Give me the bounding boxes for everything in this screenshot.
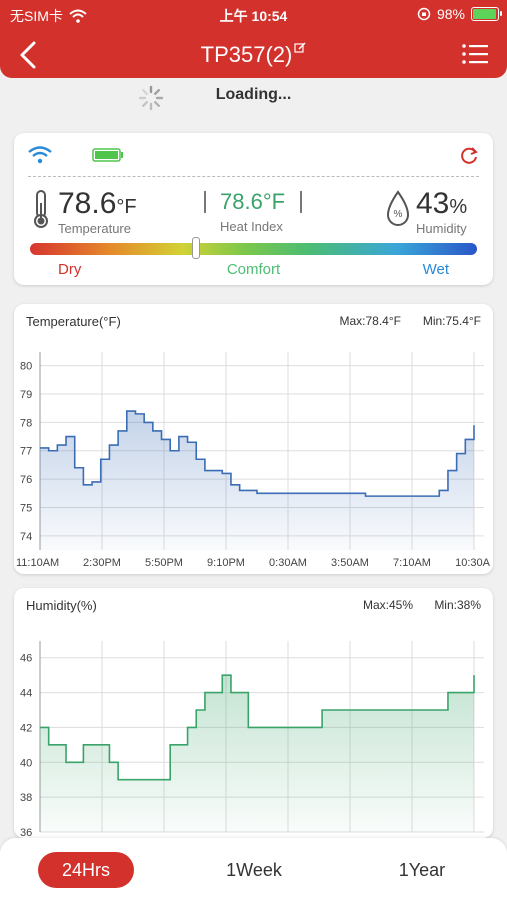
humidity-chart-card: Humidity(%) Max:45% Min:38% 46 44 42 40 38 36 — [14, 588, 493, 838]
y-tick-label: 38 — [20, 792, 32, 804]
x-tick-label: 11:10AM — [16, 557, 59, 569]
dry-label: Dry — [58, 261, 82, 278]
carrier-text: 无SIM卡 — [10, 8, 63, 24]
thermometer-icon — [34, 190, 48, 228]
temperature-block: 78.6°F Temperature — [58, 187, 137, 236]
series-area — [40, 675, 474, 832]
loading-text: Loading... — [215, 86, 292, 103]
heat-index-block: 78.6°F Heat Index — [220, 189, 285, 234]
temperature-chart-title: Temperature(°F) — [26, 314, 121, 329]
y-tick-label: 79 — [20, 389, 32, 401]
series-area — [40, 411, 474, 550]
humidity-number: 43 — [416, 187, 450, 220]
y-tick-label: 40 — [20, 757, 32, 769]
x-tick-label: 3:50AM — [331, 557, 369, 569]
page-title: TP357(2) — [0, 42, 507, 68]
y-tick-label: 78 — [20, 417, 32, 429]
wifi-icon — [69, 9, 87, 23]
range-tabs: 24Hrs 1Week 1Year — [0, 838, 507, 900]
comfort-indicator[interactable] — [192, 237, 200, 259]
humidity-drop-icon: % — [385, 190, 411, 228]
header: 无SIM卡 上午 10:54 98% TP357(2) — [0, 0, 507, 78]
y-tick-label: 42 — [20, 722, 32, 734]
comfort-gradient-bar — [30, 243, 477, 255]
refresh-icon[interactable] — [459, 146, 479, 166]
device-name: TP357(2) — [200, 42, 293, 67]
edit-icon[interactable] — [294, 42, 306, 54]
series-line — [40, 410, 475, 497]
y-tick-label: 46 — [20, 653, 32, 665]
humidity-block: 43% Humidity — [416, 187, 467, 236]
y-tick-label: 36 — [20, 827, 32, 838]
comfort-label: Comfort — [226, 261, 281, 278]
temperature-value: 78.6°F — [58, 187, 137, 221]
temperature-label: Temperature — [58, 221, 131, 236]
x-tick-label: 0:30AM — [269, 557, 307, 569]
nav-bar: TP357(2) — [0, 36, 507, 76]
wifi-icon — [28, 146, 52, 164]
back-arrow-icon[interactable] — [14, 40, 44, 70]
x-tick-label: 5:50PM — [145, 557, 183, 569]
humidity-label: Humidity — [416, 221, 467, 236]
tab-1year[interactable]: 1Year — [398, 860, 446, 880]
humidity-value: 43% — [416, 187, 467, 221]
status-left: 无SIM卡 — [10, 6, 87, 26]
battery-percent: 98% — [436, 6, 465, 22]
battery-fill — [473, 9, 496, 19]
divider-right — [300, 191, 302, 213]
humidity-max: Max:45% — [362, 598, 413, 612]
status-bar: 无SIM卡 上午 10:54 98% — [0, 0, 507, 28]
battery-icon — [471, 7, 502, 21]
temperature-min: Min:75.4°F — [422, 314, 481, 328]
summary-card: 78.6°F Temperature 78.6°F Heat Index % 4… — [14, 133, 493, 285]
divider — [28, 176, 479, 177]
heat-index-value: 78.6°F — [220, 189, 286, 214]
heat-index-label: Heat Index — [220, 219, 283, 234]
tab-24hrs[interactable]: 24Hrs — [38, 852, 134, 888]
menu-icon[interactable] — [461, 42, 489, 66]
loading-spinner-icon — [138, 85, 164, 111]
temperature-number: 78.6 — [58, 187, 117, 220]
orientation-lock-icon — [417, 7, 431, 21]
humidity-drop-text: % — [393, 209, 403, 220]
x-tick-label: 10:30A — [455, 557, 491, 569]
wet-label: Wet — [422, 261, 449, 278]
device-battery-icon — [92, 148, 123, 162]
y-tick-label: 44 — [20, 688, 32, 700]
y-tick-label: 77 — [20, 446, 32, 458]
temperature-unit: °F — [116, 196, 137, 218]
x-tick-label: 9:10PM — [207, 557, 245, 569]
humidity-chart: 46 44 42 40 38 36 — [20, 641, 484, 838]
status-right: 98% — [417, 6, 502, 22]
temperature-max: Max:78.4°F — [339, 314, 402, 328]
temperature-chart-card: Temperature(°F) Max:78.4°F Min:75.4°F 80… — [14, 304, 493, 574]
status-time: 上午 10:54 — [219, 8, 288, 24]
y-tick-label: 74 — [20, 531, 32, 543]
tab-1week[interactable]: 1Week — [226, 860, 282, 880]
y-tick-label: 76 — [20, 474, 32, 486]
series-line — [40, 674, 475, 781]
y-tick-label: 80 — [20, 361, 32, 373]
humidity-chart-title: Humidity(%) — [26, 598, 97, 613]
x-tick-label: 2:30PM — [83, 557, 121, 569]
temperature-chart: 80 79 78 77 76 75 74 11:10AM 2:30PM 5:50PM 9:10PM 0… — [16, 352, 491, 569]
x-tick-label: 7:10AM — [393, 557, 431, 569]
divider-left — [204, 191, 206, 213]
y-tick-label: 75 — [20, 502, 32, 514]
humidity-unit: % — [449, 196, 468, 218]
humidity-min: Min:38% — [434, 598, 481, 612]
